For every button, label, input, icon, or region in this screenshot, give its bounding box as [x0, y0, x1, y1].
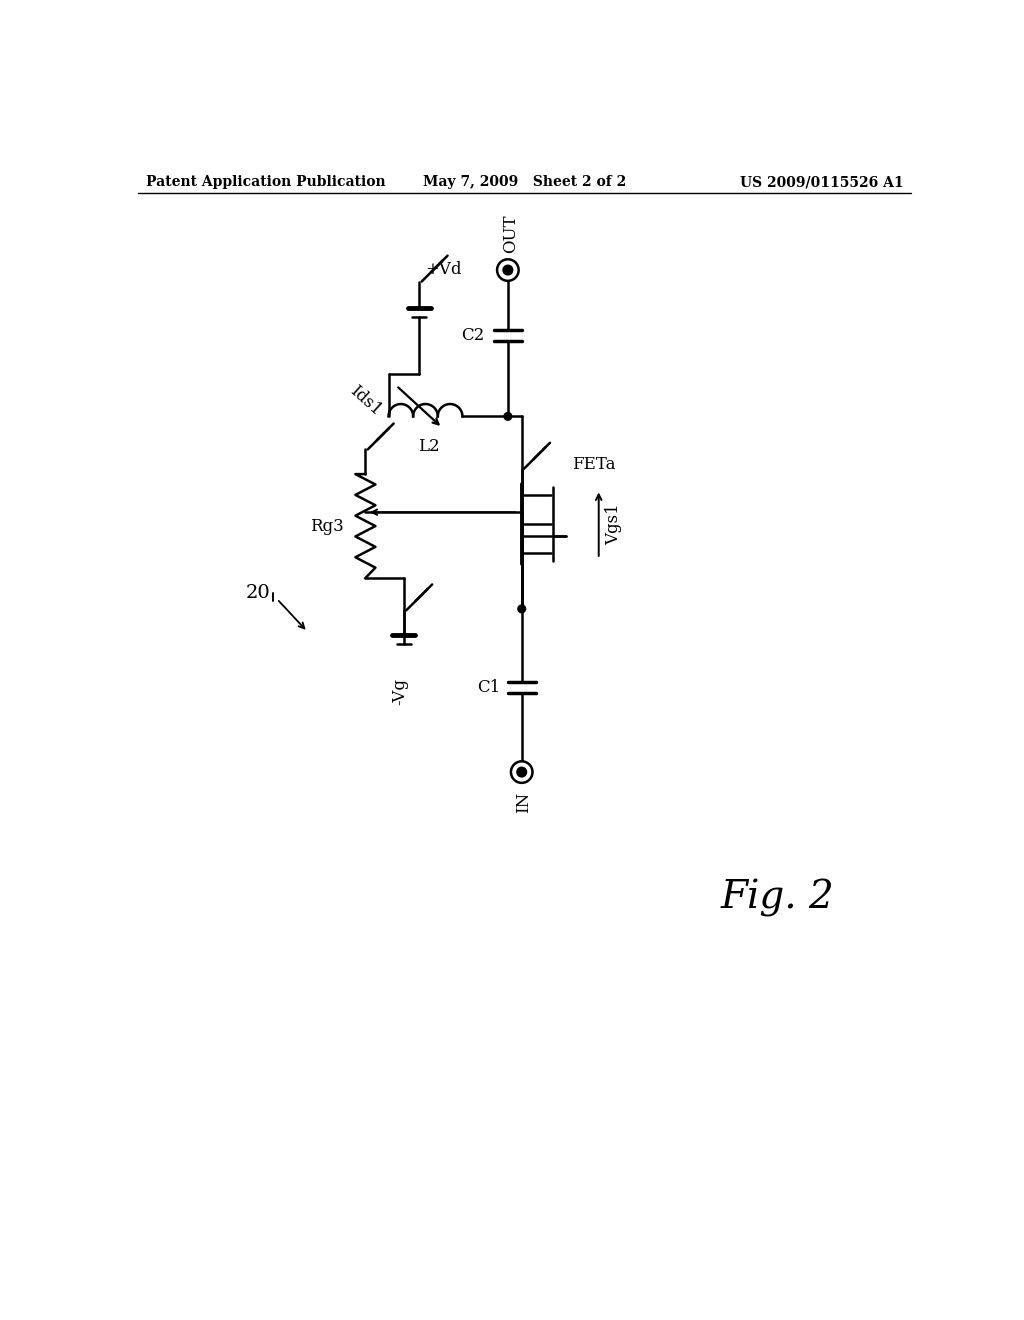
Text: OUT: OUT: [502, 215, 519, 253]
Text: Patent Application Publication: Patent Application Publication: [146, 176, 386, 189]
Text: -Vg: -Vg: [391, 678, 409, 705]
Text: US 2009/0115526 A1: US 2009/0115526 A1: [740, 176, 903, 189]
Text: +Vd: +Vd: [425, 261, 462, 277]
Circle shape: [518, 605, 525, 612]
Circle shape: [511, 762, 532, 783]
Text: May 7, 2009   Sheet 2 of 2: May 7, 2009 Sheet 2 of 2: [423, 176, 627, 189]
Text: Ids1: Ids1: [346, 383, 385, 420]
Text: FETa: FETa: [571, 455, 615, 473]
Text: Vgs1: Vgs1: [605, 503, 622, 545]
Text: Rg3: Rg3: [310, 517, 344, 535]
Circle shape: [517, 767, 526, 777]
Text: C1: C1: [477, 678, 500, 696]
Text: C2: C2: [462, 327, 484, 345]
Text: L2: L2: [419, 438, 440, 455]
Circle shape: [503, 265, 513, 275]
Circle shape: [497, 259, 518, 281]
Circle shape: [504, 413, 512, 420]
Text: 20: 20: [246, 585, 270, 602]
Text: Fig. 2: Fig. 2: [721, 879, 835, 916]
Text: IN: IN: [515, 792, 532, 813]
